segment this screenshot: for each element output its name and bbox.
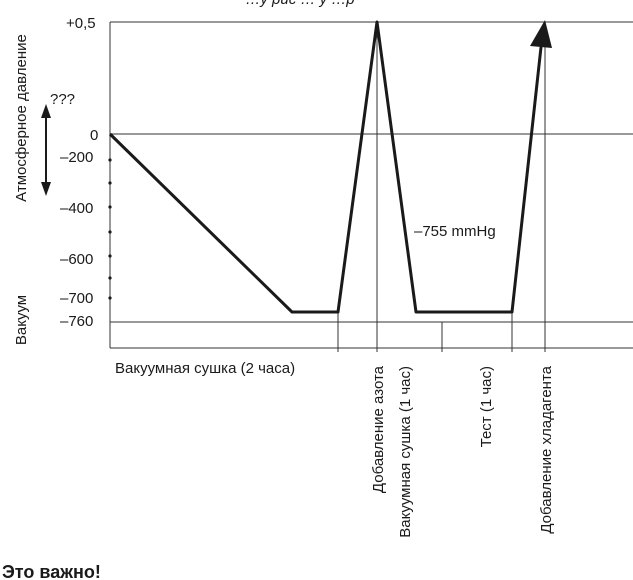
- vacuum-label: Вакуум: [13, 295, 30, 345]
- double-arrow-icon: [41, 104, 51, 196]
- important-heading: Это важно!: [2, 562, 101, 580]
- tick-label-minus400: –400: [60, 200, 93, 217]
- stage-nitrogen: Добавление азота: [370, 365, 387, 493]
- tick-label-minus200: –200: [60, 149, 93, 166]
- pressure-profile-line: [108, 20, 544, 314]
- stage-test-1h: Тест (1 час): [478, 366, 495, 447]
- tick-label-plus05: +0,5: [66, 15, 96, 32]
- tick-label-minus760: –760: [60, 313, 93, 330]
- axis-dots: [108, 158, 112, 300]
- stage-vacuum-drying-2h: Вакуумная сушка (2 часа): [115, 360, 295, 377]
- tick-label-minus600: –600: [60, 251, 93, 268]
- stage-refrigerant: Добавление хладагента: [538, 365, 555, 533]
- atmospheric-pressure-label: Атмосферное давление: [13, 34, 30, 202]
- pressure-note: –755 mmHg: [414, 223, 496, 240]
- tick-label-minus700: –700: [60, 290, 93, 307]
- unknown-range-label: ???: [50, 91, 75, 108]
- top-caption: …у рис … у …р: [245, 0, 354, 8]
- tick-label-0: 0: [90, 127, 98, 144]
- refrigerant-arrow-icon: [530, 20, 552, 48]
- stage-vacuum-drying-1h: Вакуумная сушка (1 час): [397, 366, 414, 538]
